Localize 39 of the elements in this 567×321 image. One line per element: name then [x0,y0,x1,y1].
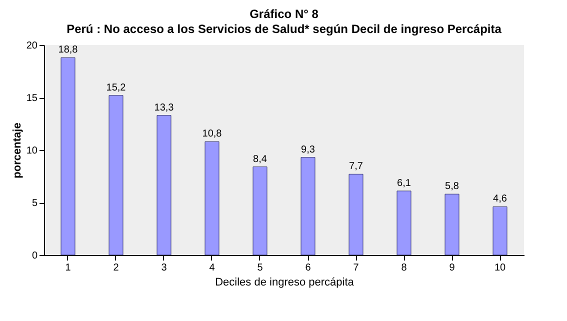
x-tick-label: 4 [209,262,216,274]
bar [252,166,268,256]
x-tick-label: 9 [449,262,456,274]
y-tick-label: 5 [32,198,38,209]
x-tick-label: 5 [257,262,264,274]
bar [204,141,220,256]
x-tick-label: 10 [494,262,506,274]
bar [492,206,508,256]
data-label: 15,2 [106,82,126,94]
chart-subtitle: Perú : No acceso a los Servicios de Salud* según Decil de ingreso Percápita [66,22,502,36]
y-tick-label: 15 [26,93,38,104]
x-tick-label: 6 [305,262,312,274]
data-label: 18,8 [58,44,78,56]
data-label: 8,4 [253,154,268,165]
bar [396,190,412,256]
x-tick-label: 7 [353,262,360,274]
x-tick-label: 8 [401,262,408,274]
x-tick-label: 1 [65,262,72,274]
x-tick-label: 2 [113,262,120,274]
bar [300,157,316,256]
bar [444,194,460,256]
bar [156,115,172,256]
bar [60,57,76,256]
y-tick-label: 0 [32,250,38,262]
data-label: 4,6 [493,194,508,205]
y-tick-label: 20 [26,40,38,52]
x-tick-label: 3 [161,262,168,274]
y-tick-label: 10 [26,146,38,156]
chart-title: Gráfico N° 8 [250,7,319,21]
data-label: 13,3 [154,102,174,114]
data-label: 9,3 [301,144,316,156]
y-axis-title: porcentaje [11,122,24,178]
x-axis-title: Deciles de ingreso percápita [215,276,355,288]
bar [108,95,124,256]
data-label: 10,8 [202,128,222,140]
data-label: 5,8 [445,181,460,192]
bar [348,174,364,256]
data-label: 7,7 [349,161,364,172]
data-label: 6,1 [397,178,412,189]
